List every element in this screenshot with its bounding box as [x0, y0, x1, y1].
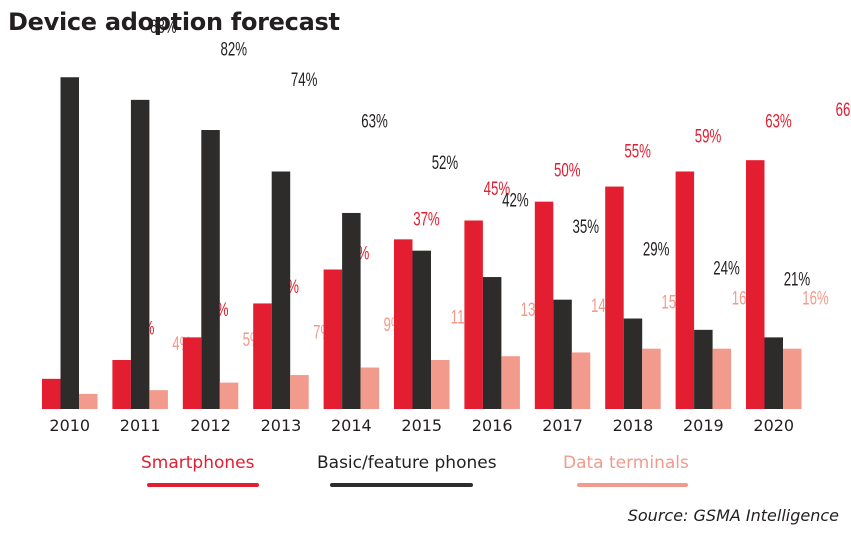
data-label-smartphones-2017: 55% [624, 140, 651, 162]
source-note: Source: GSMA Intelligence [627, 506, 839, 525]
x-tick-label: 2020 [753, 416, 794, 435]
data-label-basic-feature-phones-2011: 82% [221, 38, 248, 60]
bar-data-terminals-2012 [219, 382, 239, 409]
bar-data-terminals-2020 [783, 348, 802, 409]
bar-basic-feature-phones-2013 [271, 171, 291, 409]
bar-basic-feature-phones-2015 [412, 250, 431, 409]
bar-group-2019: 63% 21%16% [675, 110, 829, 409]
legend-swatch-smartphones [147, 483, 259, 487]
bar-group-2018: 59%24%16% [605, 125, 758, 409]
data-label-basic-feature-phones-2014: 52% [432, 151, 459, 173]
data-label-smartphones-2015: 45% [484, 178, 511, 200]
bar-smartphones-2017 [534, 201, 554, 409]
data-label-smartphones-2014: 37% [413, 208, 440, 230]
data-label-smartphones-2019: 63% [765, 110, 792, 132]
data-label-data-terminals-2019: 16% [802, 287, 829, 309]
x-tick-label: 2019 [683, 416, 724, 435]
data-label-smartphones-2020: 66% [836, 98, 851, 120]
x-tick-label: 2016 [472, 416, 513, 435]
legend-swatch-data-terminals [577, 483, 688, 487]
bar-smartphones-2018 [605, 186, 624, 409]
bar-data-terminals-2016 [501, 356, 520, 409]
legend-swatch-basic-feature-phones [330, 483, 473, 487]
data-label-basic-feature-phones-2017: 29% [643, 238, 670, 260]
bar-group-2014: 37%52%11% [323, 151, 476, 409]
data-label-smartphones-2018: 59% [695, 125, 722, 147]
data-label-basic-feature-phones-2010: 88% [150, 16, 177, 38]
data-label-basic-feature-phones-2012: 74% [291, 68, 318, 90]
bar-smartphones-2012 [182, 337, 202, 409]
bar-smartphones-2014 [323, 269, 343, 409]
bar-basic-feature-phones-2016 [482, 277, 502, 409]
bar-data-terminals-2010 [79, 393, 98, 409]
bar-data-terminals-2011 [149, 390, 168, 409]
bar-smartphones-2019 [675, 171, 695, 409]
bar-data-terminals-2015 [431, 359, 450, 409]
bar-group-2016: 50%35%14% [464, 159, 618, 409]
bar-group-2010: 8%88%4% [42, 16, 192, 410]
bar-smartphones-2016 [464, 220, 483, 409]
bar-basic-feature-phones-2014 [342, 212, 361, 409]
data-label-basic-feature-phones-2019: 21% [784, 268, 811, 290]
bar-basic-feature-phones-2011 [130, 99, 150, 410]
x-tick-label: 2010 [49, 416, 90, 435]
bar-data-terminals-2017 [571, 352, 591, 409]
legend-label-data-terminals: Data terminals [563, 453, 689, 473]
data-label-basic-feature-phones-2013: 63% [361, 110, 388, 132]
x-tick-label: 2013 [261, 416, 302, 435]
x-tick-label: 2012 [190, 416, 231, 435]
bar-data-terminals-2019 [712, 348, 732, 409]
x-tick-label: 2011 [120, 416, 161, 435]
bar-basic-feature-phones-2019 [694, 329, 713, 409]
x-tick-label: 2017 [542, 416, 583, 435]
data-label-basic-feature-phones-2016: 35% [573, 215, 600, 237]
data-label-basic-feature-phones-2018: 24% [713, 257, 740, 279]
data-label-basic-feature-phones-2015: 42% [502, 189, 529, 211]
bar-group-2017: 55%29%15% [534, 140, 688, 409]
bar-data-terminals-2018 [642, 348, 661, 409]
x-tick-label: 2015 [401, 416, 442, 435]
bar-smartphones-2015 [394, 239, 413, 409]
bar-data-terminals-2013 [290, 375, 309, 409]
data-label-smartphones-2016: 50% [554, 159, 581, 181]
legend-label-basic-feature-phones: Basic/feature phones [317, 453, 497, 473]
x-tick-label: 2018 [613, 416, 654, 435]
legend-label-smartphones: Smartphones [141, 453, 255, 473]
chart-title: Device adoption forecast [8, 8, 340, 36]
bar-group-2020: 66%19%16% [746, 98, 851, 409]
bar-basic-feature-phones-2018 [623, 318, 643, 409]
bar-basic-feature-phones-2020 [764, 337, 783, 409]
bar-basic-feature-phones-2010 [60, 77, 79, 410]
bar-smartphones-2010 [42, 378, 61, 409]
x-tick-label: 2014 [331, 416, 372, 435]
bar-data-terminals-2014 [360, 367, 380, 409]
bar-smartphones-2020 [746, 160, 765, 409]
bar-smartphones-2013 [253, 303, 272, 409]
bar-basic-feature-phones-2017 [553, 299, 572, 409]
bar-smartphones-2011 [112, 359, 131, 409]
bar-group-2012: 19%74%7% [182, 68, 332, 409]
bar-basic-feature-phones-2012 [201, 130, 220, 409]
